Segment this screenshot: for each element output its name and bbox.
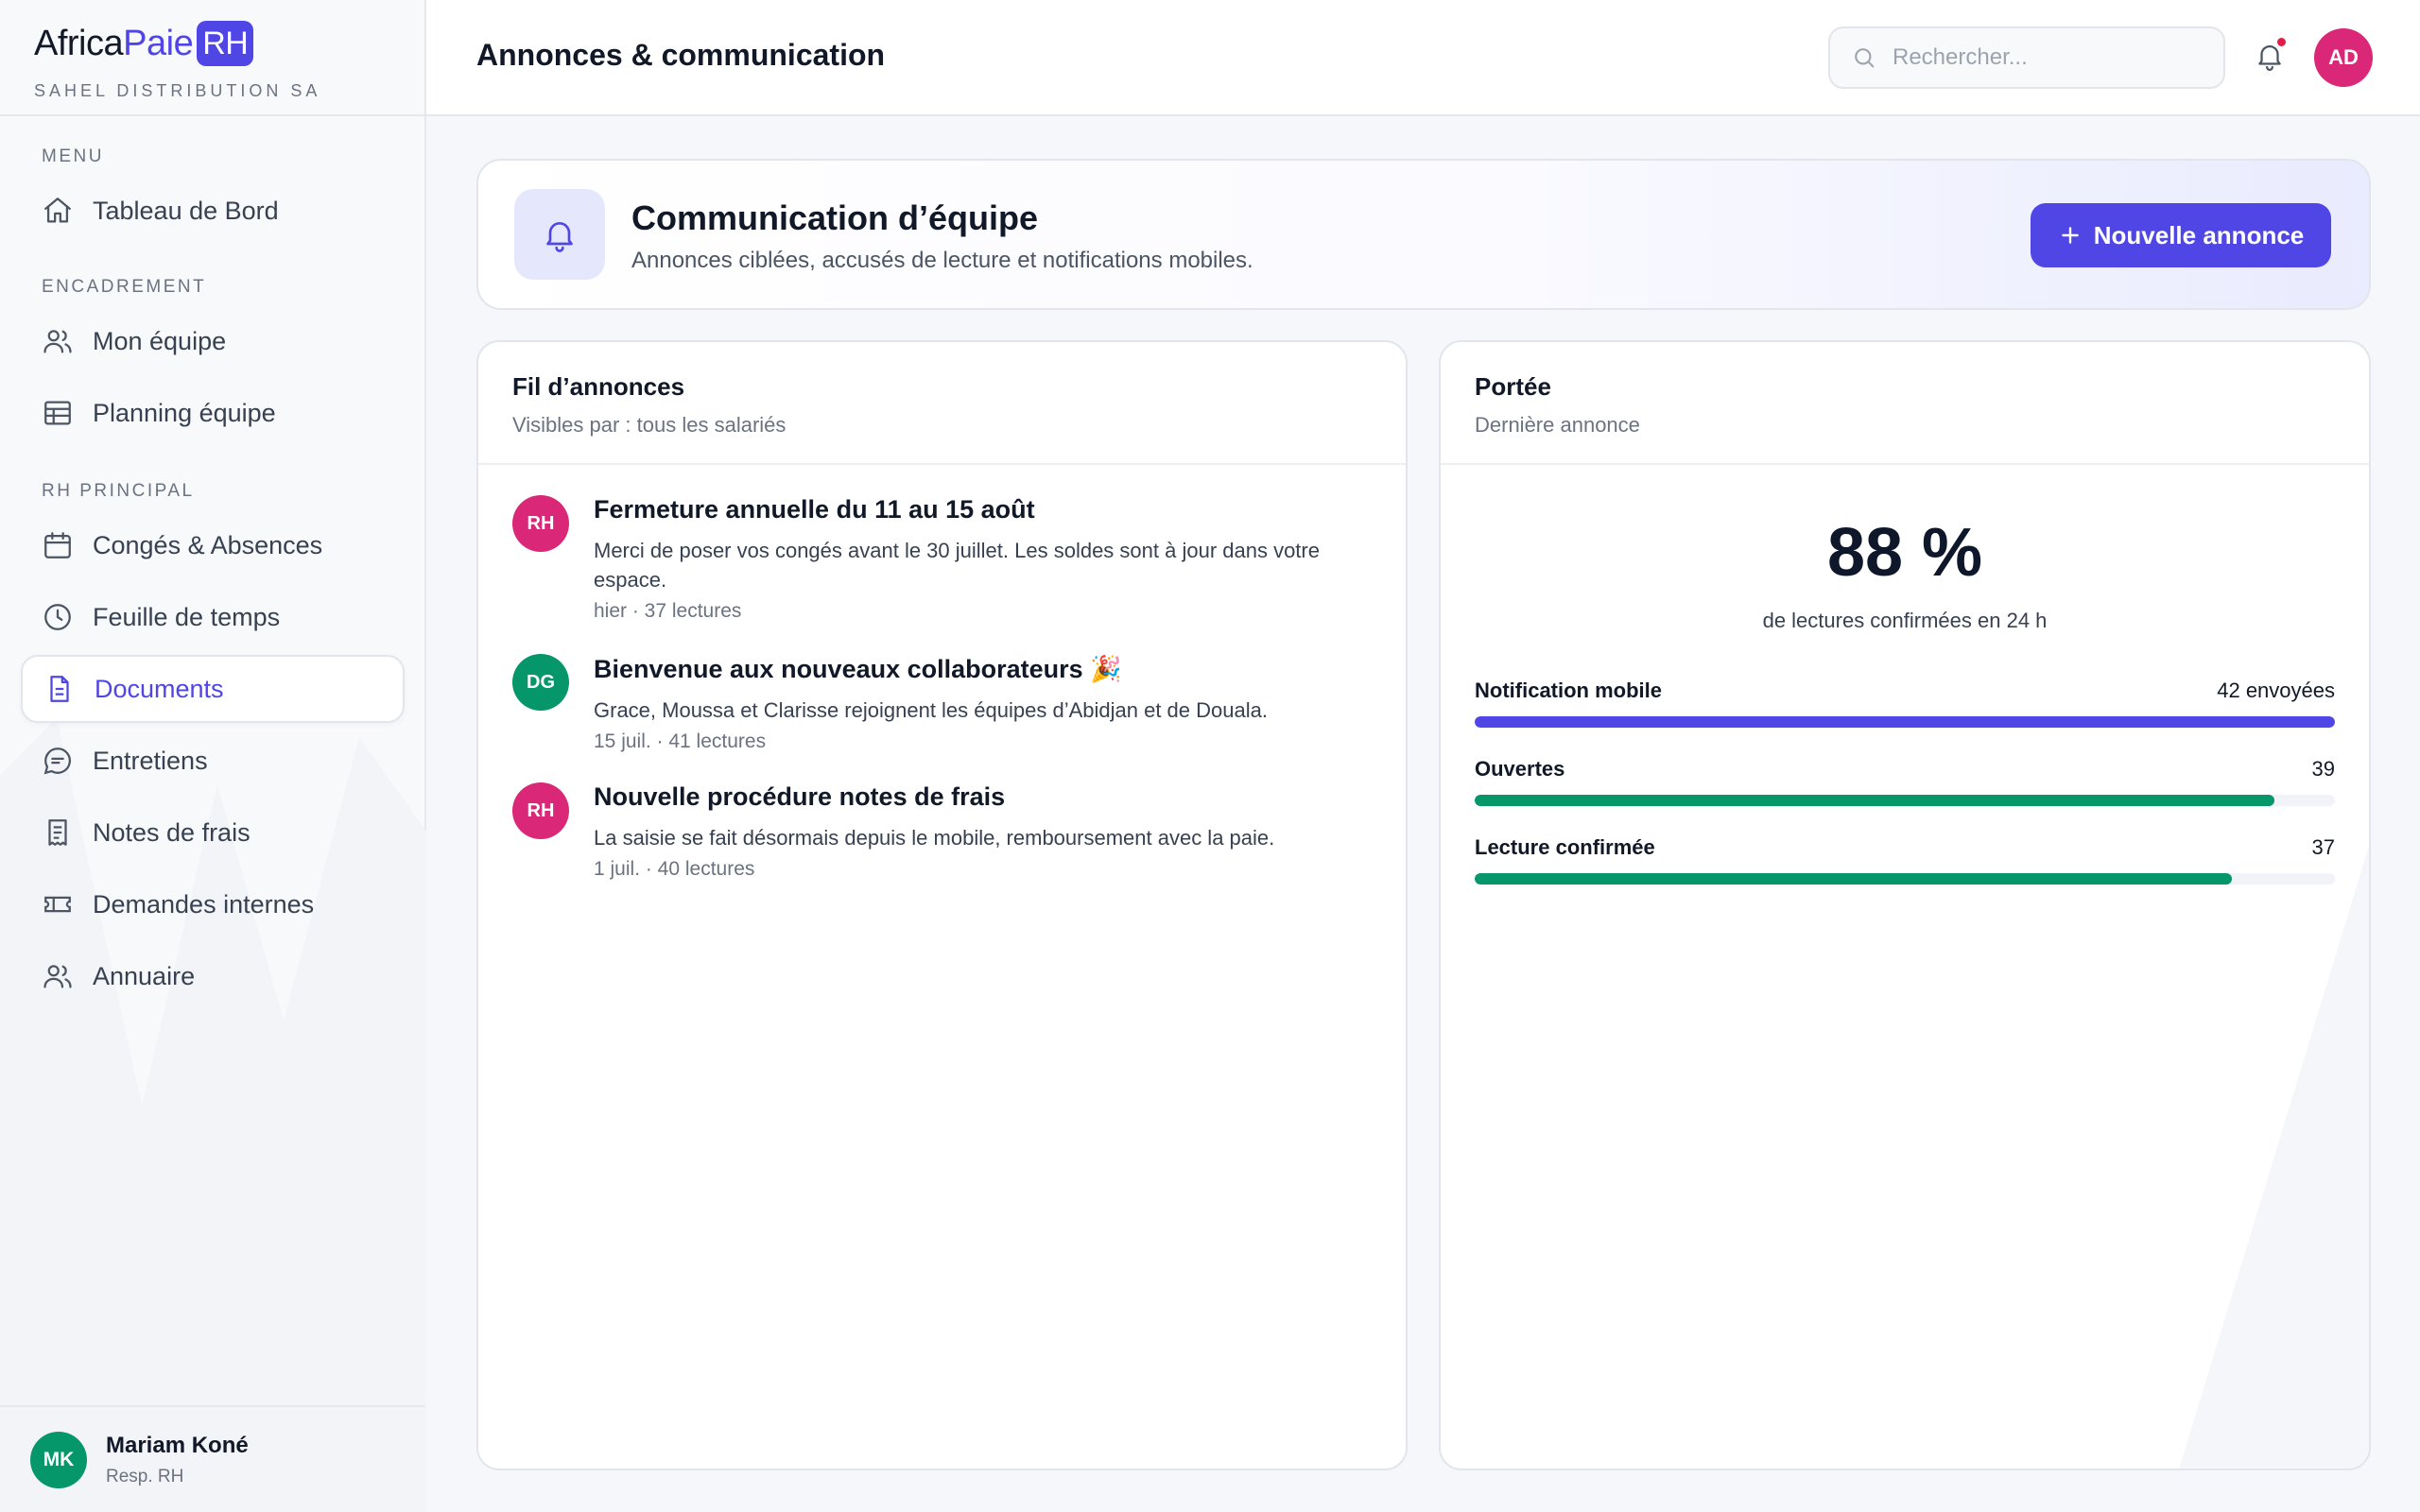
stat-label: Notification mobile [1475,679,1662,702]
button-label: Nouvelle annonce [2093,220,2305,249]
notification-dot [2277,38,2286,46]
announcement-meta: 1 juil. · 40 lectures [594,858,755,880]
receipt-icon [42,816,74,849]
sidebar-item-conges-absences[interactable]: Congés & Absences [21,511,405,579]
logo[interactable]: Africa Paie RH [34,19,424,68]
announcement-title: Nouvelle procédure notes de frais [594,782,1006,811]
background-pattern [2179,846,2369,1469]
progress-fill [1475,716,2335,728]
stat-label: Ouvertes [1475,757,1565,781]
bell-icon [514,189,605,280]
sidebar-item-tableau-de-bord[interactable]: Tableau de Bord [21,177,405,245]
announcement-feed-card: Fil d’annonces Visibles par : tous les s… [476,340,1408,1470]
plus-icon [2061,227,2079,244]
sidebar-item-documents[interactable]: Documents [21,655,405,723]
logo-text-africa: Africa [34,23,124,63]
avatar: DG [512,654,569,711]
announcement-text: Merci de poser vos congés avant le 30 ju… [594,539,1320,592]
stat-label: Lecture confirmée [1475,835,1655,859]
page-title: Annonces & communication [476,38,886,72]
read-rate-value: 88 % [1826,515,1983,591]
brand: Africa Paie RH SAHEL DISTRIBUTION SA [0,0,424,116]
chat-icon [42,745,74,777]
stat-mobile-notification: Notification mobile 42 envoyées [1475,679,2335,728]
announcement-meta: hier · 37 lectures [594,600,742,622]
bell-icon [2258,45,2281,71]
current-user[interactable]: MK Mariam Koné Resp. RH [0,1405,424,1512]
announcement-title: Fermeture annuelle du 11 au 15 août [594,495,1035,524]
avatar: RH [512,495,569,552]
team-communication-banner: Communication d’équipe Annonces ciblées,… [476,159,2371,310]
card-subtitle: Visibles par : tous les salariés [512,413,786,437]
search-input[interactable] [1893,44,2204,71]
card-title: Fil d’annonces [512,372,685,401]
announcement-meta: 15 juil. · 41 lectures [594,730,767,752]
announcement-text: La saisie se fait désormais depuis le mo… [594,826,1275,850]
users-icon [42,325,74,357]
user-role: Resp. RH [106,1466,184,1486]
card-title: Portée [1475,372,1551,401]
search-icon [1851,44,1877,71]
sidebar-item-entretiens[interactable]: Entretiens [21,727,405,795]
document-icon [43,673,76,705]
company-name: SAHEL DISTRIBUTION SA [34,81,321,100]
stat-value: 42 envoyées [2217,679,2335,702]
clock-icon [42,601,74,633]
avatar: RH [512,782,569,839]
reach-card: Portée Dernière annonce 88 % de lectures… [1439,340,2371,1470]
stat-value: 39 [2311,757,2335,781]
sidebar-item-annuaire[interactable]: Annuaire [21,942,405,1010]
sidebar: Africa Paie RH SAHEL DISTRIBUTION SA MEN… [0,0,426,1512]
sidebar-item-notes-de-frais[interactable]: Notes de frais [21,799,405,867]
progress-track [1475,795,2335,806]
stat-read-confirmed: Lecture confirmée 37 [1475,835,2335,885]
read-rate-caption: de lectures confirmées en 24 h [1762,609,2048,632]
logo-text-paie: Paie [123,23,194,63]
sidebar-item-label: Mon équipe [93,326,227,355]
progress-fill [1475,795,2275,806]
avatar: MK [30,1431,87,1488]
top-header: Annonces & communication AD [426,0,2420,116]
header-avatar[interactable]: AD [2314,28,2373,87]
sidebar-item-label: Documents [95,674,224,703]
user-name: Mariam Koné [106,1432,249,1458]
table-icon [42,397,74,429]
search-box[interactable] [1828,26,2225,89]
sidebar-item-label: Annuaire [93,961,196,990]
sidebar-item-label: Demandes internes [93,889,315,919]
new-announcement-button[interactable]: Nouvelle annonce [2031,203,2331,267]
logo-badge-rh: RH [197,21,254,66]
sidebar-item-label: Feuille de temps [93,602,281,631]
progress-track [1475,873,2335,885]
section-label-encadrement: ENCADREMENT [42,277,207,297]
sidebar-item-label: Entretiens [93,746,208,775]
sidebar-item-demandes-internes[interactable]: Demandes internes [21,870,405,938]
notifications-button[interactable] [2248,34,2291,77]
sidebar-item-label: Planning équipe [93,398,276,427]
ticket-icon [42,888,74,920]
sidebar-item-label: Tableau de Bord [93,196,279,225]
banner-title: Communication d’équipe [631,198,1039,237]
card-subtitle: Dernière annonce [1475,413,1640,437]
users-icon [42,960,74,992]
stat-opened: Ouvertes 39 [1475,757,2335,806]
stat-value: 37 [2311,835,2335,859]
announcement-text: Grace, Moussa et Clarisse rejoignent les… [594,698,1268,722]
sidebar-item-planning-equipe[interactable]: Planning équipe [21,379,405,447]
section-label-menu: MENU [42,146,104,166]
announcement-title: Bienvenue aux nouveaux collaborateurs 🎉 [594,655,1122,683]
banner-subtitle: Annonces ciblées, accusés de lecture et … [631,248,1253,273]
sidebar-menu: MENU Tableau de Bord ENCADREMENT Mon équ… [0,116,424,1010]
progress-fill [1475,873,2232,885]
sidebar-item-feuille-de-temps[interactable]: Feuille de temps [21,583,405,651]
sidebar-item-label: Congés & Absences [93,530,323,559]
sidebar-item-label: Notes de frais [93,817,251,847]
calendar-icon [42,529,74,561]
sidebar-item-mon-equipe[interactable]: Mon équipe [21,307,405,375]
home-icon [42,195,74,227]
progress-track [1475,716,2335,728]
section-label-rh-principal: RH PRINCIPAL [42,481,195,501]
